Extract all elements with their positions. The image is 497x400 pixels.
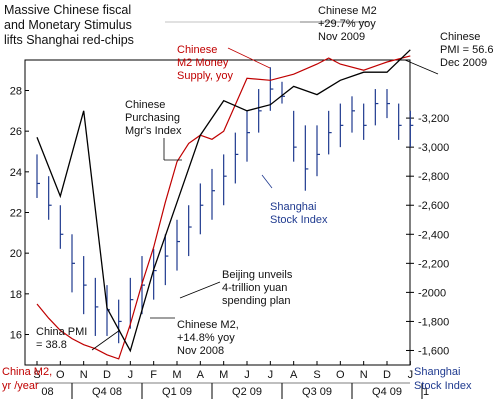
month-label: M (219, 369, 228, 381)
annotation-shanghai-label: Shanghai Stock Index (270, 201, 328, 226)
annotation-m2-label: Chinese M2 Money Supply, yoy (177, 44, 234, 82)
right-tick-label: -1,800 (418, 316, 449, 328)
month-label: A (290, 369, 298, 381)
right-axis: -1,600 -1,800 -2000 -2,200 -2,400 -2,600 -2,80… (406, 113, 449, 357)
month-label: S (33, 369, 40, 381)
annotation-pmi-top: Chinese PMI = 56.6 Dec 2009 (440, 31, 494, 69)
left-tick-label: 22 (10, 208, 22, 220)
annotation-m2-top: Chinese M2 +29.7% yoy Nov 2009 (318, 5, 377, 43)
left-tick-label: 28 (10, 86, 22, 98)
left-tick-label: 26 (10, 126, 22, 138)
right-tick-label: -3,200 (418, 113, 449, 125)
month-label: J (408, 369, 414, 381)
right-tick-label: -2,600 (418, 200, 449, 212)
series-line-m2 (36, 55, 411, 360)
month-label: J (244, 369, 250, 381)
month-label: M (172, 369, 181, 381)
left-tick-label: 20 (10, 248, 22, 260)
leader-pmi-top (404, 59, 439, 75)
left-axis-title-line1: China M2, (2, 366, 52, 378)
quarter-label: Q4 08 (92, 386, 122, 398)
annotation-m2-low: Chinese M2, +14.8% yoy Nov 2008 (177, 319, 239, 357)
left-tick-label: 18 (10, 289, 22, 301)
leader-m2-label (227, 47, 271, 69)
month-label: S (313, 369, 320, 381)
leader-pmi-low (91, 329, 121, 351)
quarter-label: Q4 09 (372, 386, 402, 398)
left-tick-label: 16 (10, 330, 22, 342)
quarter-label: Q3 09 (302, 386, 332, 398)
annotation-pmi-label: Chinese Purchasing Mgr's Index (125, 99, 182, 137)
quarter-label: 1 (423, 386, 429, 398)
annotation-beijing: Beijing unveils 4-trillion yuan spending p… (222, 269, 293, 307)
x-axis-quarters: 08 Q4 08 Q1 09 Q2 09 Q3 09 Q4 09 1 (35, 382, 429, 399)
right-axis-title-line2: Stock Index (414, 380, 472, 392)
month-label: J (268, 369, 274, 381)
month-label: N (80, 369, 88, 381)
right-tick-label: -1,600 (418, 345, 449, 357)
right-axis-title-line1: Shanghai (414, 366, 461, 378)
left-tick-label: 24 (10, 167, 22, 179)
month-label: N (360, 369, 368, 381)
right-tick-label: -2,800 (418, 171, 449, 183)
leader-shanghai (261, 174, 273, 189)
quarter-label: Q1 09 (162, 386, 192, 398)
month-label: D (103, 369, 111, 381)
right-tick-label: -2,400 (418, 229, 449, 241)
chart-title: Massive Chinese fiscal and Monetary Stimu… (4, 3, 134, 47)
annotation-pmi-low: China PMI = 38.8 (36, 326, 87, 351)
right-tick-label: -2,200 (418, 258, 449, 270)
month-label: D (383, 369, 391, 381)
shanghai-price-bars (36, 67, 414, 344)
annotations: Chinese M2 Money Supply, yoy Chinese M2 +29… (36, 5, 494, 357)
left-axis-title-line2: yr /year (2, 380, 39, 392)
month-label: F (150, 369, 157, 381)
quarter-label: 08 (41, 386, 53, 398)
month-label: A (197, 369, 205, 381)
series-line-pmi (36, 49, 411, 353)
leader-beijing (179, 281, 221, 299)
right-tick-label: -2000 (418, 287, 446, 299)
right-tick-label: -3,000 (418, 142, 449, 154)
left-axis: 16 18 20 22 24 26 28 (10, 86, 29, 342)
month-label: J (128, 369, 134, 381)
month-label: O (56, 369, 65, 381)
quarter-label: Q2 09 (232, 386, 262, 398)
month-label: O (336, 369, 345, 381)
